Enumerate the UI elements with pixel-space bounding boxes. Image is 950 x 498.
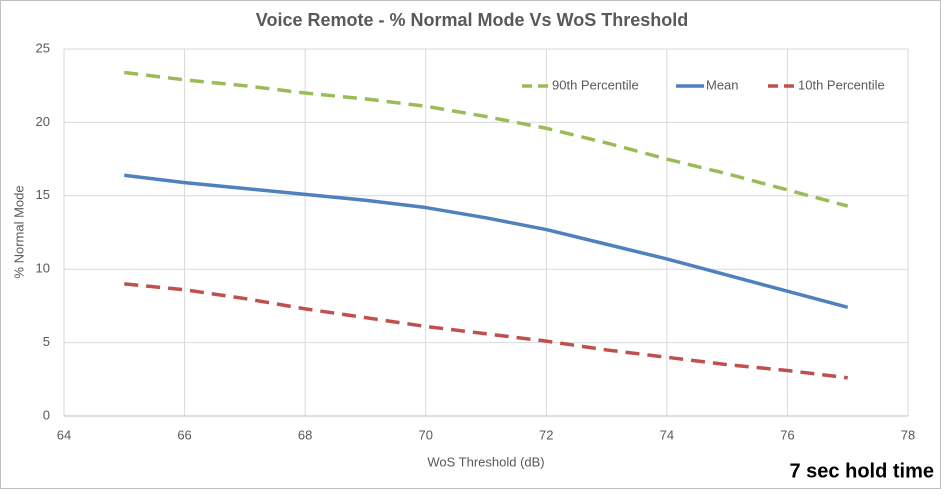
x-tick-label: 64 <box>57 427 71 442</box>
x-tick-label: 68 <box>298 427 312 442</box>
line-series <box>124 173 849 310</box>
x-tick-label: 72 <box>539 427 553 442</box>
annotation: 7 sec hold time <box>790 460 935 482</box>
line-series <box>124 282 848 380</box>
line-series <box>124 70 849 208</box>
legend-label: 90th Percentile <box>552 77 639 92</box>
x-tick-label: 66 <box>177 427 191 442</box>
x-axis-label: WoS Threshold (dB) <box>427 454 544 469</box>
y-tick-label: 20 <box>36 114 50 129</box>
x-tick-label: 78 <box>901 427 915 442</box>
y-tick-label: 10 <box>36 261 50 276</box>
x-tick-label: 74 <box>660 427 674 442</box>
x-tick-label: 70 <box>418 427 432 442</box>
legend-label: 10th Percentile <box>798 77 885 92</box>
y-axis-label: % Normal Mode <box>11 185 26 278</box>
y-tick-label: 5 <box>43 334 50 349</box>
chart-title: Voice Remote - % Normal Mode Vs WoS Thre… <box>256 10 688 30</box>
y-tick-label: 25 <box>36 40 50 55</box>
legend-label: Mean <box>706 77 739 92</box>
y-tick-label: 0 <box>43 407 50 422</box>
chart-border <box>0 0 941 489</box>
y-tick-label: 15 <box>36 187 50 202</box>
x-tick-label: 76 <box>780 427 794 442</box>
